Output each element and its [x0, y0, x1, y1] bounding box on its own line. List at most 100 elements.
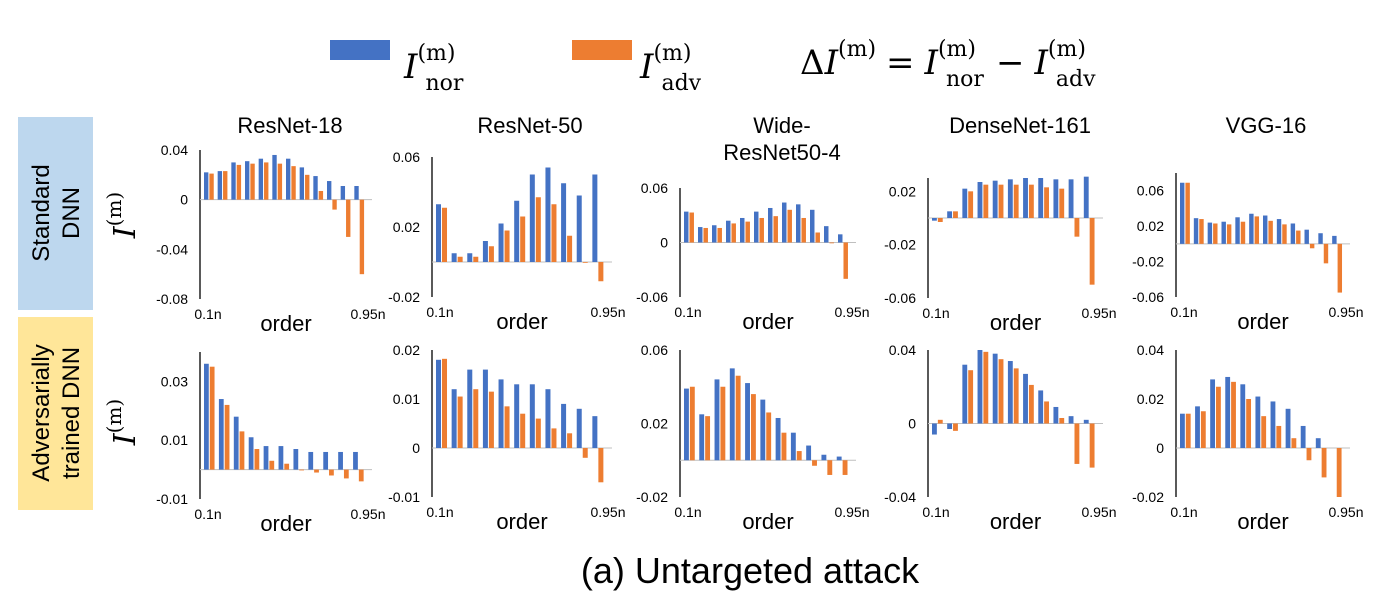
bar-adv [250, 163, 255, 200]
bar-nor [1210, 379, 1216, 448]
bar-adv [1200, 411, 1206, 448]
bar-nor [962, 188, 968, 218]
bar-adv [269, 460, 275, 470]
x-start-label: 0.1n [194, 306, 221, 322]
bar-adv [1199, 219, 1204, 244]
bar-nor [1068, 416, 1074, 424]
bar-nor [467, 253, 473, 262]
row-label-standard-text: Standard DNN [28, 164, 85, 261]
chart-title: ResNet-50 [477, 113, 582, 138]
x-start-label: 0.1n [674, 304, 701, 320]
bar-adv [1337, 243, 1343, 293]
bar-nor [1038, 390, 1044, 424]
bar-adv [473, 256, 479, 262]
y-tick-label: 0.03 [161, 373, 188, 389]
bar-adv [773, 216, 778, 243]
bar-nor [1225, 376, 1231, 448]
bar-nor [699, 414, 705, 461]
bar-nor [1195, 406, 1200, 448]
y-tick-label: 0.01 [393, 391, 420, 407]
bar-adv [488, 246, 494, 262]
y-tick-label: -0.01 [388, 489, 420, 505]
bar-nor [1053, 406, 1059, 424]
x-axis-label: order [1237, 509, 1288, 534]
bar-nor [754, 211, 759, 243]
y-tick-label: -0.06 [884, 290, 916, 306]
row-label-standard: Standard DNN [18, 117, 93, 310]
bar-adv [1028, 184, 1034, 218]
x-end-label: 0.95n [834, 304, 869, 320]
y-tick-label: 0.04 [1137, 342, 1164, 358]
y-tick-label: -0.02 [388, 289, 420, 305]
bar-nor [684, 388, 689, 461]
bar-adv [1013, 368, 1019, 424]
bar-nor [836, 456, 842, 461]
bar-adv [750, 394, 756, 461]
chart-panel-1: ResNet-18 0.04 0 -0.04 -0.08 0.1n 0.95n order [156, 113, 385, 336]
row-label-adversarial: Adversarially trained DNN [18, 317, 93, 510]
x-start-label: 0.1n [426, 304, 453, 320]
bar-nor [218, 399, 224, 470]
x-start-label: 0.1n [922, 305, 949, 321]
bar-adv [1059, 417, 1065, 424]
bar-adv [787, 209, 792, 243]
bar-nor [1038, 178, 1044, 218]
bar-adv [1246, 399, 1252, 448]
bar-adv [796, 451, 802, 461]
x-start-label: 0.1n [1170, 504, 1197, 520]
x-start-label: 0.1n [426, 504, 453, 520]
bar-adv [1261, 416, 1267, 448]
bar-nor [947, 211, 953, 218]
row-label-adversarial-text: Adversarially trained DNN [28, 344, 85, 481]
bar-adv [842, 460, 848, 475]
bar-adv [291, 166, 296, 200]
bar-nor [1240, 384, 1246, 448]
bar-adv [703, 227, 708, 243]
bar-adv [937, 419, 943, 424]
bar-adv [781, 432, 787, 461]
bar-nor [806, 445, 812, 461]
bar-nor [204, 172, 209, 200]
bar-nor [1023, 178, 1028, 218]
bar-adv [953, 423, 958, 431]
bar-adv [983, 351, 989, 424]
bar-nor [1007, 179, 1013, 218]
y-tick-label: 0 [412, 440, 420, 456]
bar-adv [1089, 423, 1095, 468]
bar-adv [1240, 221, 1246, 244]
bar-adv [504, 406, 510, 448]
y-tick-label: -0.02 [636, 489, 668, 505]
bar-nor [1180, 182, 1185, 244]
bar-nor [932, 423, 937, 435]
bar-adv [1185, 413, 1191, 448]
bar-nor [231, 162, 236, 200]
x-axis-label: order [260, 511, 311, 536]
bar-adv [759, 217, 764, 243]
bar-adv [457, 396, 463, 448]
bar-nor [824, 226, 829, 243]
y-tick-label: 0.01 [161, 432, 188, 448]
bar-adv [535, 418, 541, 448]
bar-nor [1276, 219, 1282, 244]
chart-panel-9: 0.04 0 -0.04 0.1n 0.95n order [884, 342, 1116, 534]
bar-adv [239, 431, 245, 470]
bar-nor [745, 383, 750, 461]
bar-adv [705, 416, 711, 461]
bar-adv [209, 173, 214, 200]
x-end-label: 0.95n [1081, 305, 1116, 321]
bar-nor [338, 451, 343, 470]
bar-nor [768, 207, 773, 243]
bar-nor [1235, 217, 1240, 244]
bar-adv [264, 162, 269, 200]
bar-adv [359, 199, 365, 275]
bar-nor [354, 186, 359, 200]
legend: I(m) nor I(m) adv [330, 40, 702, 96]
x-start-label: 0.1n [922, 504, 949, 520]
bar-nor [1207, 222, 1213, 244]
bar-nor [482, 241, 488, 262]
y-tick-label: 0.02 [1137, 391, 1164, 407]
bar-adv [1268, 220, 1273, 244]
bar-nor [790, 432, 796, 461]
x-start-label: 0.1n [194, 506, 221, 522]
bar-nor [278, 446, 284, 470]
